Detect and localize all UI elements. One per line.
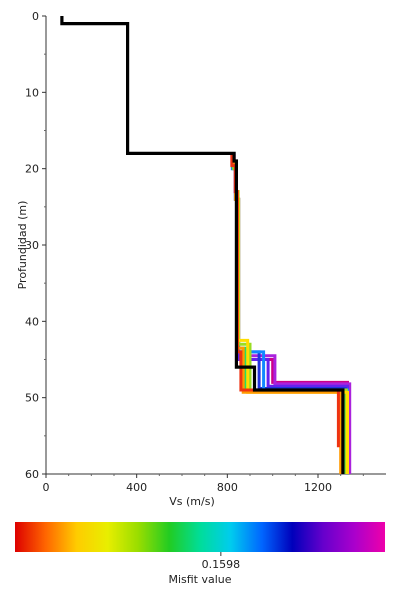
x-tick-label: 0 [43,481,50,494]
y-tick-label: 20 [25,163,39,176]
colorbar: 0.1598 Misfit value [15,522,385,586]
y-tick-label: 40 [25,315,39,328]
ensemble-profile [232,153,348,474]
y-tick-label: 50 [25,392,39,405]
ensemble-profile [231,153,349,474]
x-tick-label: 400 [126,481,147,494]
ensemble-profile [231,153,349,474]
best-model-profile [60,16,345,474]
ensemble-profile [231,153,346,474]
ensemble-profile [231,153,347,474]
colorbar-gradient-bar [15,522,385,552]
ensemble-profile [230,153,349,444]
x-tick-label: 800 [217,481,238,494]
y-tick-label: 60 [25,468,39,481]
y-tick-label: 30 [25,239,39,252]
colorbar-title: Misfit value [168,573,231,586]
ensemble-profile [230,153,343,474]
ensemble-profile [230,153,340,448]
plot-area: 0 10 20 30 40 50 60 0 400 800 1200 Vs (m/s) Profundi… [16,10,386,508]
y-axis-title: Profundidad (m) [16,201,29,290]
x-axis-title: Vs (m/s) [169,495,215,508]
colorbar-tick-label: 0.1598 [202,558,241,571]
ensemble-profile [230,153,349,474]
x-tick-label: 1200 [304,481,332,494]
y-tick-label: 10 [25,86,39,99]
ensemble-profile [231,153,347,474]
y-tick-label: 0 [32,10,39,23]
ensemble-profile [232,153,352,474]
